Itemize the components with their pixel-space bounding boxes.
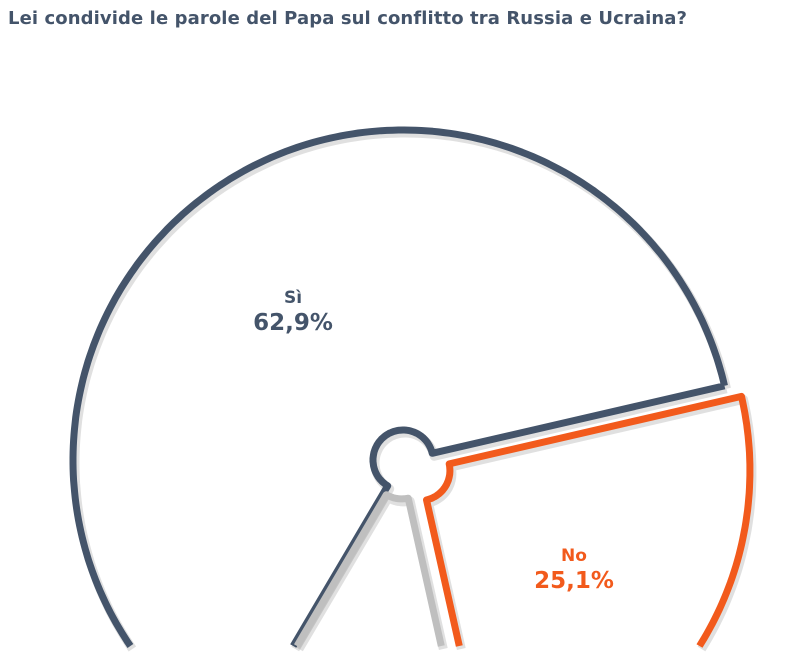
chart-title: Lei condivide le parole del Papa sul con… [8,8,688,29]
slice-shadow [424,394,757,652]
pie-slice-other [293,491,445,648]
slice-value-si: 62,9% [253,310,333,336]
slice-label-si: Sì 62,9% [253,288,333,336]
pie-slice-no [423,392,754,648]
slice-shadow [70,128,731,652]
slice-value-no: 25,1% [534,568,614,594]
slice-name-no: No [561,546,587,566]
slice-name-si: Sì [283,288,303,308]
pie-slice-si [69,126,728,648]
slice-label-no: No 25,1% [534,546,614,594]
